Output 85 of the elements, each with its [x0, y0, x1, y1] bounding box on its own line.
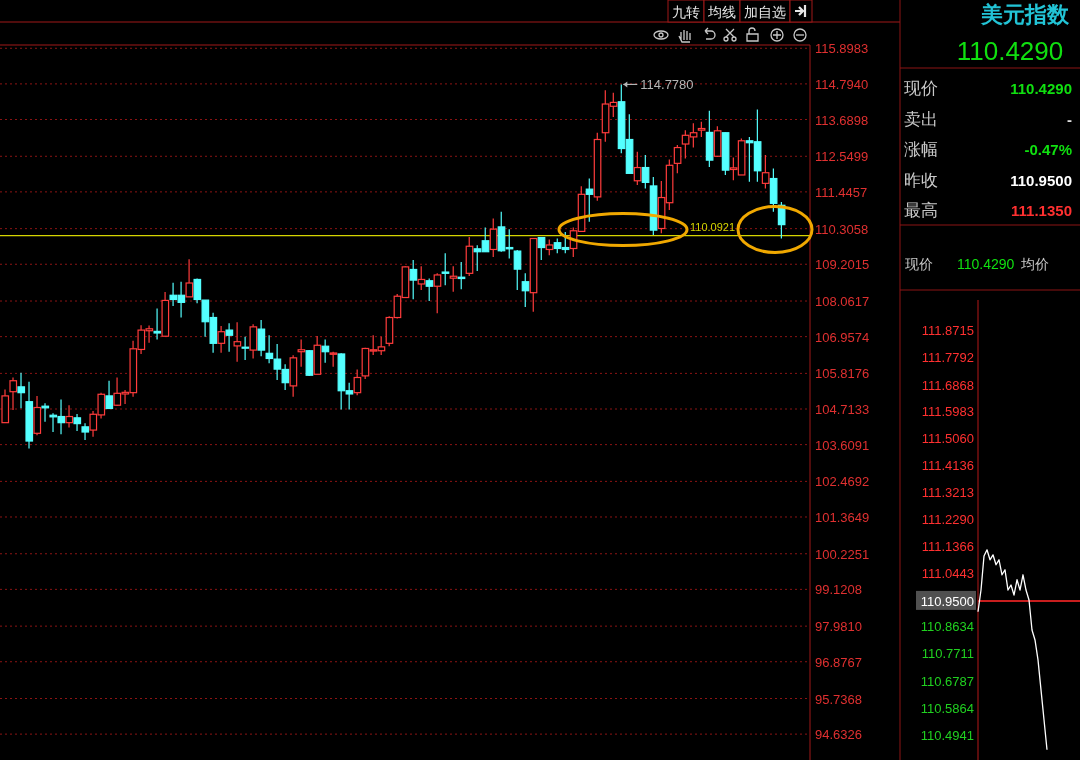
candlestick — [81, 422, 90, 441]
candlestick — [673, 144, 682, 174]
y-tick-label: 108.0617 — [815, 294, 870, 310]
text: 最高 — [904, 201, 938, 220]
text: 昨收 — [904, 170, 938, 190]
y-tick-label: 106.9574 — [815, 329, 870, 345]
y-tick-label: 110.6787 — [920, 673, 974, 689]
candlestick — [257, 319, 266, 357]
text: -0.47% — [1024, 141, 1072, 158]
candlestick — [17, 372, 26, 409]
y-tick-label: 115.8983 — [815, 41, 869, 57]
y-tick-label: 102.4692 — [815, 474, 870, 490]
candlestick — [409, 259, 418, 300]
candlestick — [297, 338, 306, 368]
y-tick-label: 97.9810 — [815, 619, 862, 635]
text: 110.4290 — [956, 36, 1064, 66]
text: 现价 — [904, 79, 938, 98]
candlestick — [489, 217, 498, 258]
y-tick-label: 111.2290 — [921, 511, 974, 527]
annotation: 114.7780 — [640, 77, 694, 93]
y-tick-label: 101.3649 — [815, 509, 870, 525]
candlestick — [761, 154, 770, 190]
y-tick-label: 109.2015 — [815, 257, 870, 273]
candlestick — [241, 336, 250, 361]
candlestick — [217, 325, 226, 354]
candlestick — [417, 265, 426, 291]
y-tick-label: 110.9500 — [920, 593, 974, 609]
y-tick-label: 94.6326 — [815, 727, 862, 743]
y-tick-label: 111.4136 — [921, 457, 974, 473]
y-tick-label: 95.7368 — [815, 691, 862, 707]
y-tick-label: 103.6091 — [815, 437, 870, 453]
candlestick — [73, 413, 82, 432]
text: 加自选 — [744, 4, 786, 20]
text: 九转 — [672, 4, 700, 20]
text: 均线 — [707, 4, 736, 20]
y-tick-label: 111.4457 — [815, 184, 868, 200]
y-tick-label: 111.6868 — [921, 377, 974, 393]
y-tick-label: 111.7792 — [921, 350, 974, 366]
candlestick — [641, 154, 650, 190]
y-tick-label: 111.8715 — [921, 323, 974, 339]
y-tick-label: 111.5983 — [921, 403, 974, 419]
candlestick — [185, 258, 194, 298]
y-tick-label: 100.2251 — [815, 546, 870, 562]
candlestick — [521, 272, 530, 308]
y-tick-label: 113.6898 — [815, 112, 869, 128]
y-tick-label: 111.3213 — [921, 484, 974, 500]
y-tick-label: 110.5864 — [920, 700, 974, 716]
candlestick — [105, 380, 114, 410]
candlestick — [249, 323, 258, 360]
text: - — [1067, 110, 1072, 128]
candlestick — [449, 265, 458, 293]
line-series — [977, 549, 1048, 751]
candlestick — [225, 322, 234, 353]
y-tick-label: 111.1366 — [921, 539, 974, 555]
candlestick — [441, 252, 450, 286]
candlestick — [233, 321, 242, 363]
text: 110.4290 — [957, 256, 1015, 272]
candlestick — [433, 272, 442, 314]
text: 110.9500 — [1010, 171, 1072, 189]
text: 美元指数 — [980, 2, 1070, 27]
candlestick — [65, 404, 74, 429]
text: 111.1350 — [1011, 202, 1072, 219]
y-tick-label: 111.5060 — [921, 430, 974, 446]
candlestick — [153, 307, 162, 341]
ref-line-label: 110.0921 — [690, 220, 736, 233]
text: 均价 — [1020, 256, 1049, 272]
text: 卖出 — [904, 109, 938, 129]
y-tick-label: 99.1208 — [815, 582, 862, 598]
candlestick — [513, 249, 522, 291]
candlestick — [353, 368, 362, 396]
text: 现价 — [905, 256, 933, 272]
y-tick-label: 110.7711 — [921, 646, 974, 662]
y-tick-label: 112.5499 — [815, 149, 869, 165]
candlestick — [425, 277, 434, 302]
text: 涨幅 — [904, 140, 938, 159]
y-tick-label: 110.3058 — [815, 221, 869, 237]
y-tick-label: 111.0443 — [921, 566, 974, 582]
text: 110.4290 — [1010, 80, 1072, 97]
candlestick — [9, 376, 18, 411]
y-tick-label: 110.8634 — [920, 619, 974, 635]
y-tick-label: 110.4941 — [920, 727, 974, 743]
y-tick-label: 96.8767 — [815, 654, 862, 670]
y-tick-label: 104.7133 — [815, 402, 870, 417]
y-tick-label: 114.7940 — [815, 76, 869, 92]
y-tick-label: 105.8176 — [815, 366, 870, 382]
